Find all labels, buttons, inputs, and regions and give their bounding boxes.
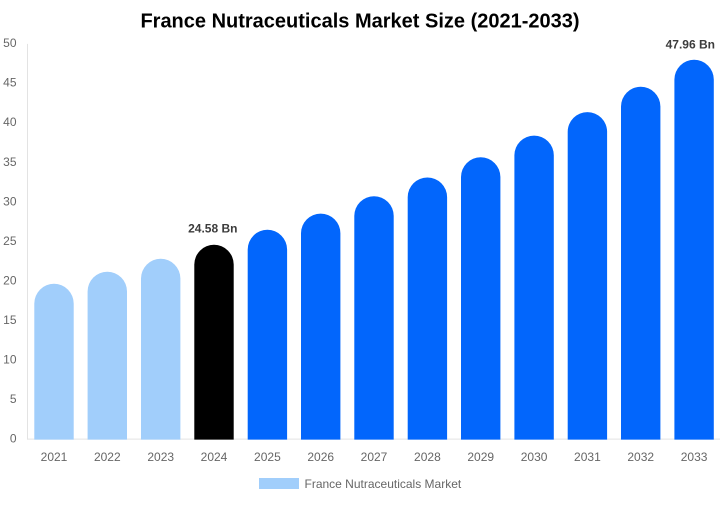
- svg-text:2026: 2026: [307, 450, 334, 464]
- svg-text:2025: 2025: [254, 450, 281, 464]
- svg-text:50: 50: [3, 36, 17, 50]
- svg-text:47.96 Bn: 47.96 Bn: [666, 38, 715, 52]
- svg-text:25: 25: [3, 234, 17, 248]
- svg-text:2029: 2029: [467, 450, 494, 464]
- svg-text:35: 35: [3, 155, 17, 169]
- svg-text:2031: 2031: [574, 450, 601, 464]
- svg-text:2021: 2021: [41, 450, 68, 464]
- svg-text:2024: 2024: [201, 450, 228, 464]
- svg-text:10: 10: [3, 353, 17, 367]
- svg-text:France Nutraceuticals Market: France Nutraceuticals Market: [305, 477, 462, 491]
- svg-text:2033: 2033: [681, 450, 708, 464]
- svg-text:0: 0: [10, 432, 17, 446]
- svg-text:2027: 2027: [361, 450, 388, 464]
- svg-text:France Nutraceuticals Market S: France Nutraceuticals Market Size (2021-…: [140, 11, 579, 33]
- svg-text:15: 15: [3, 313, 17, 327]
- svg-text:2023: 2023: [147, 450, 174, 464]
- svg-text:30: 30: [3, 194, 17, 208]
- svg-text:2032: 2032: [627, 450, 654, 464]
- svg-text:20: 20: [3, 274, 17, 288]
- svg-text:2028: 2028: [414, 450, 441, 464]
- svg-text:24.58 Bn: 24.58 Bn: [188, 222, 237, 236]
- svg-text:2030: 2030: [521, 450, 548, 464]
- svg-text:45: 45: [3, 76, 17, 90]
- svg-text:2022: 2022: [94, 450, 121, 464]
- svg-text:40: 40: [3, 115, 17, 129]
- svg-text:5: 5: [10, 392, 17, 406]
